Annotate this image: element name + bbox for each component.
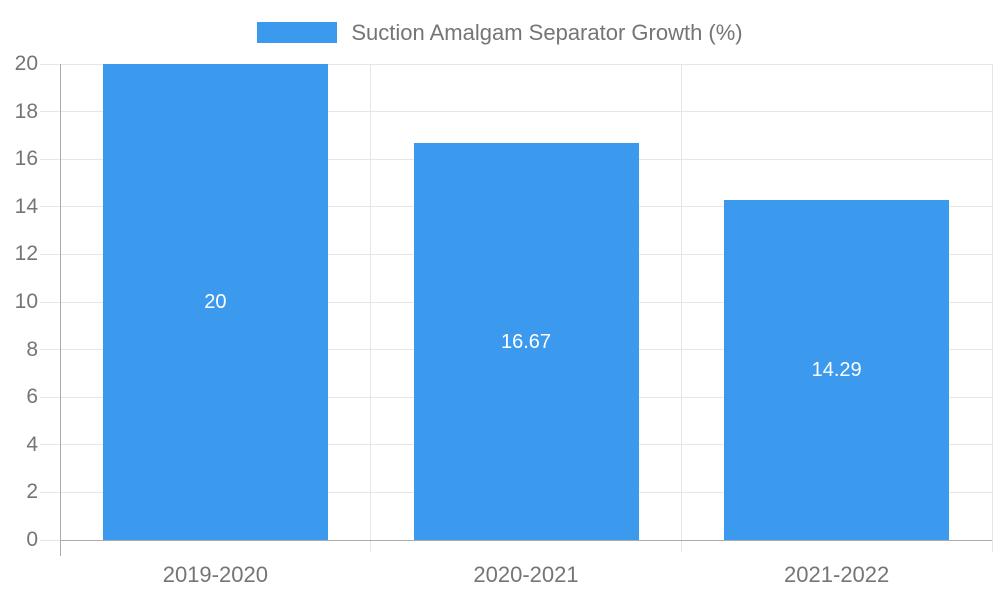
x-axis-category-label: 2021-2022 [784,562,890,587]
y-axis-tick-label: 2 [26,480,38,504]
chart-legend[interactable]: Suction Amalgam Separator Growth (%) [0,20,1000,45]
x-gridline [370,64,372,552]
legend-label: Suction Amalgam Separator Growth (%) [351,20,743,45]
y-axis-tick-label: 18 [14,99,38,123]
y-axis-tick-label: 14 [14,194,38,218]
x-axis-category-label: 2020-2021 [473,562,579,587]
x-axis-line [60,540,992,541]
x-gridline [991,64,993,552]
y-axis-tick-label: 10 [14,290,38,313]
bar-value-label: 14.29 [811,358,862,381]
bar-value-label: 16.67 [500,330,552,353]
y-axis-tick-label: 8 [26,337,38,361]
legend-swatch-icon [257,22,338,43]
y-gridline [40,63,992,65]
y-axis-tick-label: 6 [26,385,38,409]
y-axis-tick-label: 0 [26,528,38,551]
y-axis-tick-label: 12 [14,242,38,266]
y-axis-line [60,64,61,556]
x-axis-category-label: 2019-2020 [162,562,268,587]
bar[interactable] [724,199,950,540]
y-gridline [40,111,992,113]
x-gridline [680,64,682,552]
bar[interactable] [102,64,328,540]
y-axis-tick-label: 4 [26,432,38,456]
y-axis-tick-label: 16 [14,147,38,171]
y-axis-tick-label: 20 [14,52,38,75]
bar-value-label: 20 [204,291,227,313]
bar[interactable] [413,143,639,540]
